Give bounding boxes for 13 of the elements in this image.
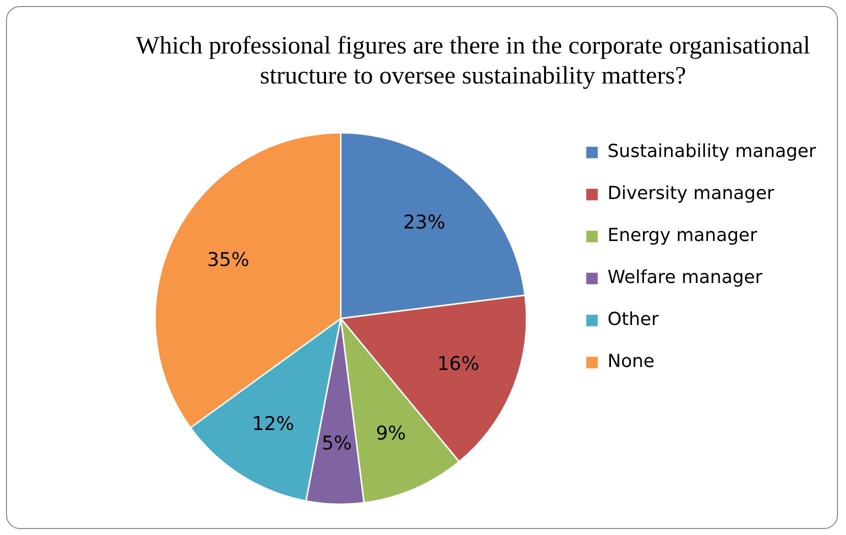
legend-label: Energy manager — [607, 225, 758, 246]
data-label: 12% — [252, 413, 294, 436]
legend-label: Diversity manager — [607, 183, 775, 204]
data-label: 9% — [376, 422, 406, 444]
legend-label: Welfare manager — [607, 267, 763, 288]
data-label: 5% — [322, 432, 352, 455]
data-label: 35% — [207, 249, 250, 272]
legend-label: Other — [607, 309, 660, 330]
chart-title: Which professional figures are there in the corporate organisational structure to oversee sustainability matters? — [136, 32, 810, 90]
legend-label: None — [607, 351, 654, 372]
data-label: 16% — [437, 352, 480, 375]
data-label: 23% — [403, 212, 446, 234]
legend-label: Sustainability manager — [607, 141, 817, 162]
